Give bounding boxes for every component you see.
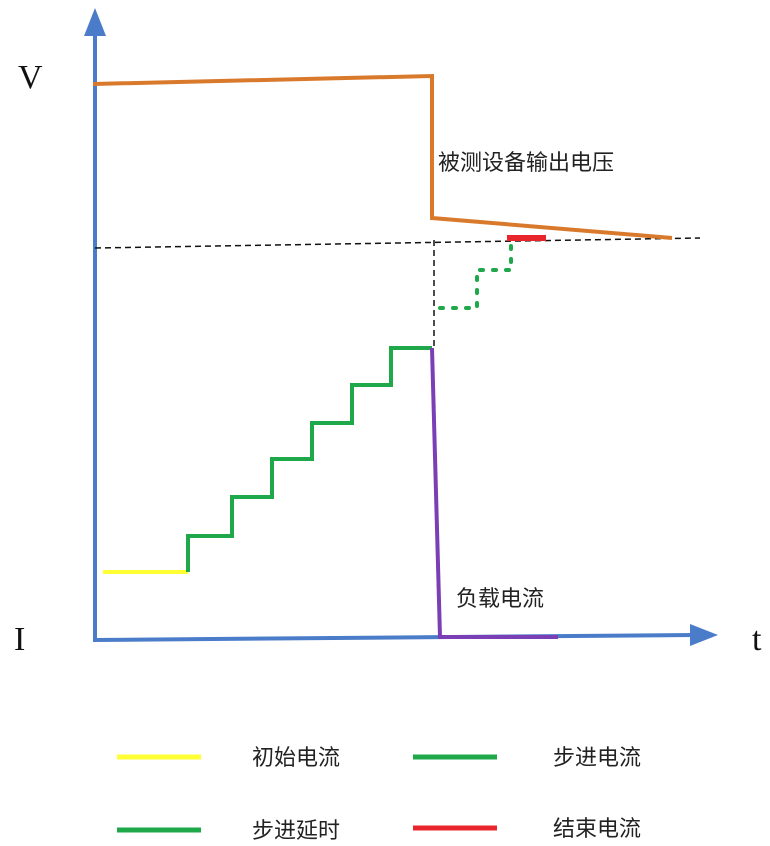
dashed-reference-line xyxy=(94,237,701,249)
legend-label-step-current: 步进电流 xyxy=(553,746,641,771)
y-axis-current-label: I xyxy=(14,621,25,658)
axes xyxy=(84,8,718,646)
output-voltage-annotation: 被测设备输出电压 xyxy=(438,151,614,176)
legend-label-initial-current: 初始电流 xyxy=(252,746,340,771)
dotted-step-continuation xyxy=(438,238,513,310)
load-current-curve xyxy=(430,347,558,639)
load-current-annotation: 负载电流 xyxy=(456,587,544,612)
legend-label-step-delay: 步进延时 xyxy=(252,819,340,844)
x-axis xyxy=(92,633,696,642)
step-current-staircase xyxy=(186,346,432,572)
output-voltage-curve xyxy=(92,73,673,240)
x-axis-time-label: t xyxy=(752,621,762,658)
x-axis-arrowhead xyxy=(690,624,718,646)
y-axis-voltage-label: V xyxy=(18,59,43,96)
legend-label-end-current: 结束电流 xyxy=(553,817,641,842)
legend: 初始电流 步进电流 步进延时 结束电流 xyxy=(117,746,641,844)
y-axis-arrowhead xyxy=(84,8,106,36)
